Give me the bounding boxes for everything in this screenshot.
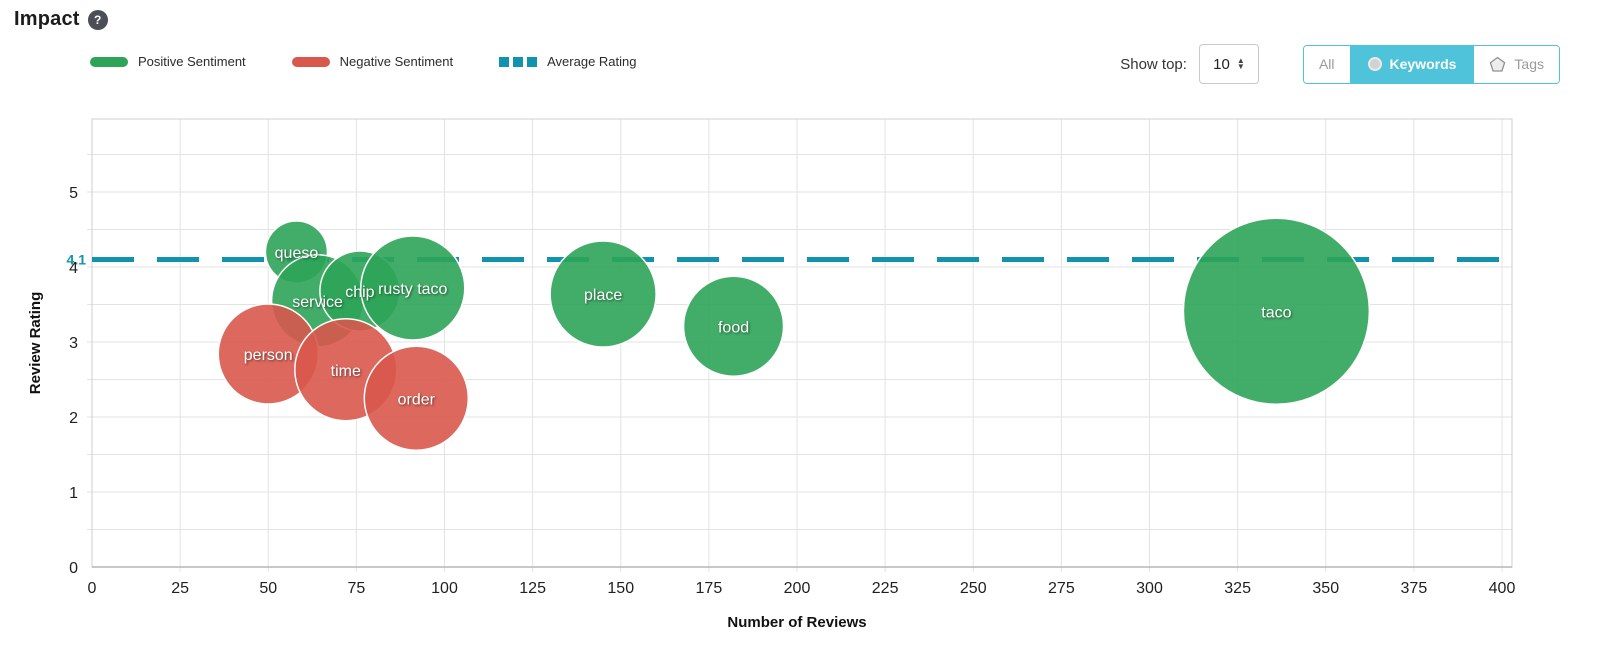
- toggle-keywords-button[interactable]: Keywords: [1349, 45, 1475, 83]
- show-top-value: 10: [1213, 55, 1230, 73]
- x-tick-label: 0: [88, 580, 97, 597]
- x-tick-label: 400: [1489, 580, 1516, 597]
- legend-item-average[interactable]: Average Rating: [499, 54, 637, 69]
- average-rating-value: 4.1: [67, 252, 87, 268]
- bubble-order[interactable]: [363, 345, 470, 451]
- chart-legend: Positive Sentiment Negative Sentiment Av…: [90, 54, 637, 69]
- spinner-arrows-icon[interactable]: ▲ ▼: [1236, 56, 1245, 71]
- page-title: Impact: [14, 8, 80, 30]
- negative-swatch-icon: [291, 56, 330, 67]
- toggle-tags-button[interactable]: Tags: [1474, 45, 1559, 83]
- y-tick-label: 5: [69, 185, 78, 202]
- toggle-label: All: [1318, 56, 1335, 72]
- bubble-place[interactable]: [549, 240, 657, 348]
- pentagon-icon: [1490, 56, 1506, 72]
- toggle-all-button[interactable]: All: [1303, 45, 1350, 83]
- bubble-chart: 4.1 queso service chip rusty taco place food ta…: [0, 110, 1600, 649]
- show-top-input[interactable]: 10 ▲ ▼: [1198, 44, 1259, 84]
- legend-label: Average Rating: [547, 54, 637, 69]
- x-tick-label: 375: [1401, 580, 1428, 597]
- legend-label: Positive Sentiment: [138, 54, 246, 69]
- x-tick-label: 325: [1224, 580, 1251, 597]
- positive-swatch-icon: [90, 56, 128, 67]
- x-tick-label: 200: [784, 580, 811, 597]
- x-tick-label: 150: [607, 580, 634, 597]
- view-toggle: All Keywords Tags: [1302, 44, 1560, 84]
- x-axis-title: Number of Reviews: [727, 614, 866, 631]
- x-tick-label: 300: [1136, 580, 1163, 597]
- x-tick-label: 275: [1048, 580, 1075, 597]
- show-top-label: Show top:: [1120, 55, 1187, 73]
- x-tick-label: 50: [259, 580, 277, 597]
- y-tick-label: 0: [69, 560, 78, 577]
- panel-header: Impact ?: [14, 8, 108, 31]
- show-top-control: Show top: 10 ▲ ▼: [1120, 44, 1259, 84]
- help-icon[interactable]: ?: [87, 9, 108, 30]
- circle-icon: [1367, 57, 1382, 71]
- x-tick-label: 100: [431, 580, 458, 597]
- dashed-line-icon: [499, 56, 538, 67]
- bubble-food[interactable]: [682, 275, 785, 377]
- x-tick-label: 225: [872, 580, 899, 597]
- y-tick-label: 1: [69, 485, 78, 502]
- x-tick-label: 25: [171, 580, 189, 597]
- x-tick-label: 350: [1312, 580, 1339, 597]
- y-axis-title: Review Rating: [27, 292, 44, 395]
- y-tick-label: 2: [69, 410, 78, 427]
- bubble-taco[interactable]: [1182, 217, 1371, 405]
- y-tick-label: 4: [69, 260, 78, 277]
- legend-label: Negative Sentiment: [339, 54, 454, 69]
- toggle-label: Tags: [1514, 56, 1544, 72]
- x-tick-label: 125: [519, 580, 546, 597]
- toggle-label: Keywords: [1389, 56, 1457, 72]
- bubble-rusty-taco[interactable]: [360, 235, 466, 341]
- x-tick-label: 250: [960, 580, 987, 597]
- legend-item-positive[interactable]: Positive Sentiment: [90, 54, 246, 69]
- legend-item-negative[interactable]: Negative Sentiment: [291, 54, 454, 69]
- chart-controls: Show top: 10 ▲ ▼ All Keywords Tags: [1120, 44, 1560, 84]
- y-tick-label: 3: [69, 335, 78, 352]
- x-tick-label: 75: [347, 580, 365, 597]
- x-tick-label: 175: [696, 580, 723, 597]
